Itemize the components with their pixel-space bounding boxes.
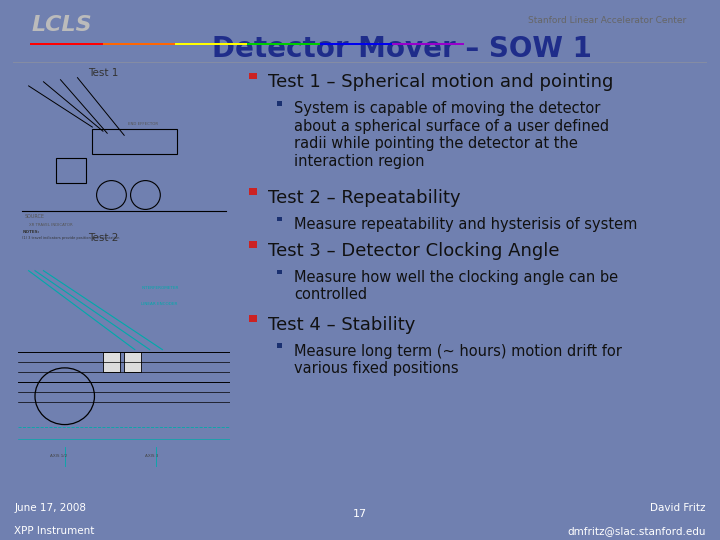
Bar xyxy=(392,43,464,45)
Text: David Fritz: David Fritz xyxy=(650,503,706,513)
Bar xyxy=(103,43,175,45)
Text: LCLS: LCLS xyxy=(31,15,92,35)
Text: Measure long term (~ hours) motion drift for
various fixed positions: Measure long term (~ hours) motion drift… xyxy=(294,344,622,376)
Text: END EFFECTOR: END EFFECTOR xyxy=(128,122,158,126)
Bar xyxy=(125,352,141,372)
Bar xyxy=(56,158,86,183)
Bar xyxy=(320,43,392,45)
Bar xyxy=(92,129,177,154)
Bar xyxy=(175,43,247,45)
Text: Test 1 – Spherical motion and pointing: Test 1 – Spherical motion and pointing xyxy=(269,73,613,91)
Text: dmfritz@slac.stanford.edu: dmfritz@slac.stanford.edu xyxy=(567,525,706,536)
Text: AXIS 3: AXIS 3 xyxy=(145,454,159,458)
Text: NOTES:: NOTES: xyxy=(22,230,40,234)
Text: Stanford Linear Accelerator Center: Stanford Linear Accelerator Center xyxy=(528,16,686,25)
Text: INTERFEROMETER: INTERFEROMETER xyxy=(141,286,179,290)
Text: Test 2 – Repeatability: Test 2 – Repeatability xyxy=(269,189,461,207)
Text: XR TRAVEL INDICATOR: XR TRAVEL INDICATOR xyxy=(29,223,72,227)
Bar xyxy=(249,72,256,79)
Bar xyxy=(276,101,282,106)
Bar xyxy=(276,269,282,274)
Text: Test 1: Test 1 xyxy=(88,68,118,78)
Bar xyxy=(276,217,282,221)
Text: Test 3 – Detector Clocking Angle: Test 3 – Detector Clocking Angle xyxy=(269,242,560,260)
Text: Detector Mover – SOW 1: Detector Mover – SOW 1 xyxy=(212,35,592,63)
Bar xyxy=(247,43,320,45)
Text: AXIS 1/2: AXIS 1/2 xyxy=(50,454,67,458)
Text: Test 4 – Stability: Test 4 – Stability xyxy=(269,316,415,334)
Text: LINEAR ENCODER: LINEAR ENCODER xyxy=(141,302,178,306)
Bar xyxy=(276,343,282,348)
Bar xyxy=(249,188,256,195)
Text: Measure how well the clocking angle can be
controlled: Measure how well the clocking angle can … xyxy=(294,270,618,302)
Text: System is capable of moving the detector
about a spherical surface of a user def: System is capable of moving the detector… xyxy=(294,102,609,168)
Text: Measure repeatability and hysterisis of system: Measure repeatability and hysterisis of … xyxy=(294,217,637,232)
Text: 17: 17 xyxy=(353,509,367,519)
Bar xyxy=(13,62,707,64)
Text: SOURCE: SOURCE xyxy=(24,214,45,219)
Bar xyxy=(103,352,120,372)
Text: XPP Instrument: XPP Instrument xyxy=(14,525,95,536)
Text: June 17, 2008: June 17, 2008 xyxy=(14,503,86,513)
Bar xyxy=(249,315,256,321)
Bar xyxy=(30,43,103,45)
Bar xyxy=(249,241,256,248)
Text: (1) 3 travel indicators provide position and orientation: (1) 3 travel indicators provide position… xyxy=(22,237,120,240)
Text: Test 2: Test 2 xyxy=(88,233,118,242)
